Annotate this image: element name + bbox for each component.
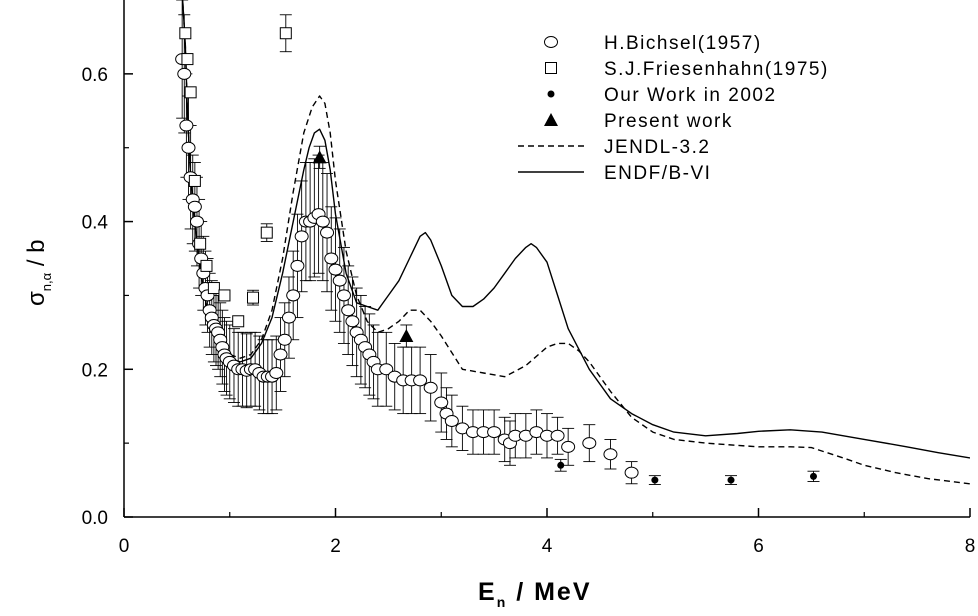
data-point <box>279 27 292 40</box>
series-2 <box>554 458 820 485</box>
data-point <box>332 274 347 287</box>
y-tick-label: 0.0 <box>82 508 108 529</box>
x-axis-title-sub: n <box>497 594 508 610</box>
legend-marker <box>544 36 558 48</box>
data-point <box>187 200 202 213</box>
data-point <box>324 252 339 265</box>
data-point <box>232 315 245 328</box>
data-point <box>336 289 351 302</box>
series-line <box>181 0 970 459</box>
data-point <box>277 333 292 346</box>
data-point <box>651 476 659 484</box>
plot-area <box>175 0 970 485</box>
x-tick-label: 0 <box>119 536 130 557</box>
legend-label: JENDL-3.2 <box>604 137 710 158</box>
data-point <box>179 119 194 132</box>
data-point <box>273 348 288 361</box>
y-tick-label: 0.2 <box>82 360 108 381</box>
data-point <box>379 363 394 376</box>
series-line <box>181 0 970 485</box>
data-point <box>320 226 335 239</box>
data-point <box>582 437 597 450</box>
data-point <box>290 259 305 272</box>
legend-label: ENDF/B-VI <box>604 163 711 184</box>
x-tick-label: 8 <box>965 536 976 557</box>
x-axis-title: En / MeV <box>478 578 592 610</box>
data-point <box>550 429 565 442</box>
legend-label: Our Work in 2002 <box>604 85 777 106</box>
x-tick-label: 6 <box>753 536 764 557</box>
series-4 <box>181 0 970 485</box>
data-point <box>194 237 207 250</box>
data-point <box>444 414 459 427</box>
data-point <box>181 141 196 154</box>
data-point <box>315 215 330 228</box>
data-point <box>809 472 817 480</box>
y-axis-title: σn,α / b <box>23 239 54 306</box>
data-point <box>189 215 204 228</box>
data-point <box>188 174 201 187</box>
legend-item: Our Work in 2002 <box>547 85 777 106</box>
data-point <box>345 315 360 328</box>
data-point <box>218 289 231 302</box>
x-axis-title-rest: / MeV <box>507 578 591 606</box>
data-point <box>269 366 284 379</box>
legend-item: S.J.Friesenhahn(1975) <box>545 59 829 80</box>
legend-marker <box>545 62 557 74</box>
data-point <box>624 466 639 479</box>
legend-item: JENDL-3.2 <box>518 137 710 158</box>
data-point <box>557 461 565 469</box>
y-axis-title-sub: n,α <box>39 272 54 291</box>
series-1 <box>179 14 292 328</box>
data-point <box>561 440 576 453</box>
data-point <box>603 448 618 461</box>
data-point <box>399 329 414 343</box>
data-point <box>281 311 296 324</box>
data-point <box>260 226 273 239</box>
legend-item: H.Bichsel(1957) <box>544 33 762 54</box>
data-point <box>184 86 197 99</box>
legend-label: H.Bichsel(1957) <box>604 33 762 54</box>
legend-label: S.J.Friesenhahn(1975) <box>604 59 829 80</box>
legend-item: ENDF/B-VI <box>518 163 711 184</box>
data-point <box>341 304 356 317</box>
data-point <box>727 476 735 484</box>
x-tick-label: 2 <box>330 536 341 557</box>
data-point <box>312 150 327 164</box>
legend-marker <box>544 113 558 126</box>
legend: H.Bichsel(1957) S.J.Friesenhahn(1975) Our … <box>518 33 829 184</box>
series-3 <box>312 145 414 348</box>
y-tick-label: 0.4 <box>82 213 109 234</box>
legend-item: Present work <box>544 111 733 132</box>
y-axis-title-rest: / b <box>23 239 50 272</box>
data-point <box>423 381 438 394</box>
data-point <box>207 282 220 295</box>
data-point <box>413 374 428 387</box>
series-5 <box>181 0 970 459</box>
x-axis-title-main: E <box>478 578 497 606</box>
legend-label: Present work <box>604 111 733 132</box>
y-tick-label: 0.6 <box>82 65 108 86</box>
data-point <box>434 396 449 409</box>
y-axis-title-main: σ <box>23 291 50 306</box>
data-point <box>247 291 260 304</box>
data-point <box>177 67 192 80</box>
data-point <box>487 426 502 439</box>
legend-marker <box>547 90 555 98</box>
data-point <box>294 230 309 243</box>
data-point <box>200 259 213 272</box>
axes: 0 2 4 6 8 0.0 0.2 0.4 0.6 <box>82 65 976 557</box>
series-0 <box>175 0 639 485</box>
data-point <box>286 289 301 302</box>
data-point <box>328 263 343 276</box>
data-point <box>181 53 194 66</box>
data-point <box>179 27 192 40</box>
x-tick-label: 4 <box>542 536 553 557</box>
